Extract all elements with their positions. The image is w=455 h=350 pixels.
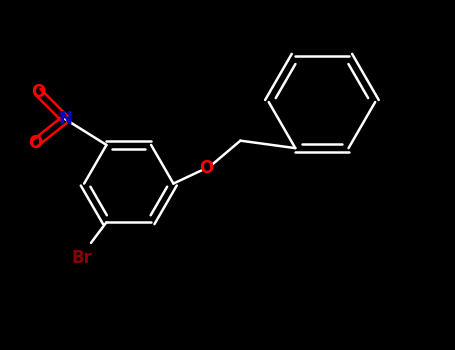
Text: O: O [28,134,42,152]
Text: O: O [30,83,45,101]
Text: Br: Br [72,249,93,267]
Text: N: N [58,110,72,128]
Text: O: O [199,159,213,177]
